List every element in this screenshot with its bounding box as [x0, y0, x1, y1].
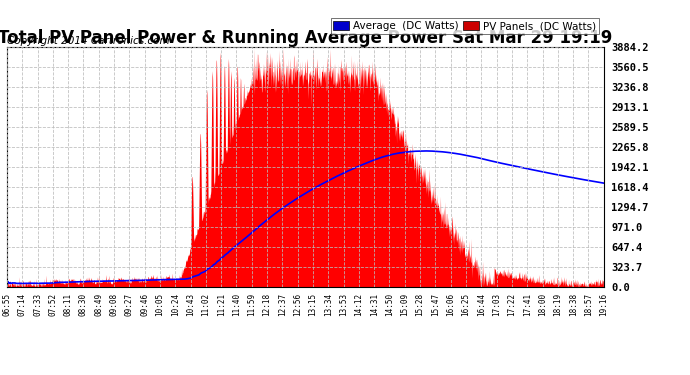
Title: Total PV Panel Power & Running Average Power Sat Mar 29 19:19: Total PV Panel Power & Running Average P… [0, 29, 613, 47]
Text: Copyright 2014 Cartronics.com: Copyright 2014 Cartronics.com [8, 36, 170, 46]
Legend: Average  (DC Watts), PV Panels  (DC Watts): Average (DC Watts), PV Panels (DC Watts) [331, 18, 598, 34]
